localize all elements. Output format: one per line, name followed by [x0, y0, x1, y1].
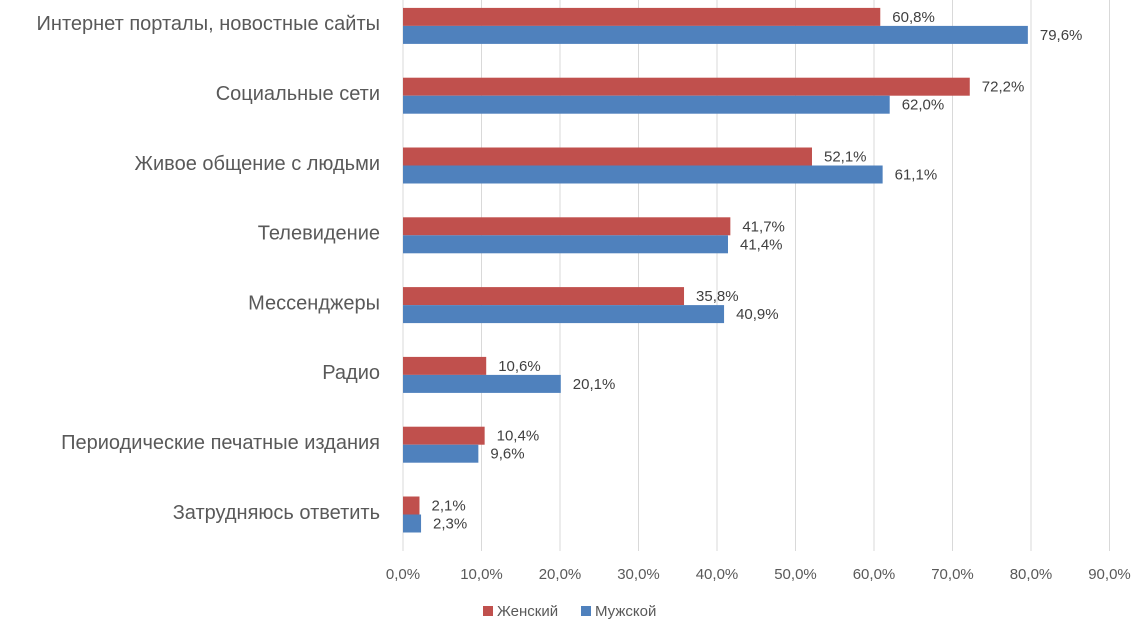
bar-male [403, 374, 561, 393]
data-label: 62,0% [902, 97, 945, 114]
x-tick-label: 60,0% [853, 566, 896, 583]
data-label: 41,7% [742, 218, 785, 235]
bar-male [403, 95, 890, 114]
legend-label: Мужской [595, 603, 656, 620]
bar-female [403, 356, 487, 375]
category-label: Затрудняюсь ответить [173, 502, 380, 524]
bar-male [403, 235, 728, 254]
x-tick-label: 20,0% [539, 566, 582, 583]
bar-male [403, 444, 479, 463]
data-label: 40,9% [736, 306, 779, 323]
x-tick-label: 0,0% [386, 566, 420, 583]
x-axis-tick-labels: 0,0% 10,0% 20,0% 30,0% 40,0% 50,0% 60,0% 70,0% 8… [386, 566, 1131, 583]
bars [403, 7, 1028, 533]
data-label: 2,3% [433, 515, 467, 532]
x-tick-label: 50,0% [774, 566, 817, 583]
bar-male [403, 305, 725, 324]
data-label: 20,1% [573, 376, 616, 393]
x-tick-label: 10,0% [460, 566, 503, 583]
legend-label: Женский [497, 603, 558, 620]
x-tick-label: 90,0% [1088, 566, 1131, 583]
data-label: 72,2% [982, 79, 1025, 96]
legend: Женский Мужской [483, 603, 656, 620]
x-tick-label: 80,0% [1010, 566, 1053, 583]
data-label: 60,8% [892, 9, 935, 26]
data-label: 52,1% [824, 148, 867, 165]
bar-male [403, 165, 883, 184]
category-label: Социальные сети [216, 83, 380, 105]
bar-male [403, 25, 1028, 44]
bar-female [403, 496, 420, 515]
bar-male [403, 514, 422, 533]
x-tick-label: 70,0% [931, 566, 974, 583]
category-label: Телевидение [258, 223, 380, 245]
bar-female [403, 217, 731, 236]
data-label: 10,6% [498, 358, 541, 375]
category-label: Периодические печатные издания [61, 432, 380, 454]
data-label: 10,4% [497, 428, 540, 445]
category-label: Радио [322, 362, 380, 384]
data-label: 9,6% [490, 446, 524, 463]
data-label: 2,1% [431, 497, 465, 514]
data-label: 41,4% [740, 236, 783, 253]
bar-female [403, 287, 685, 306]
legend-swatch [581, 606, 591, 616]
category-labels: Интернет порталы, новостные сайты Социаль… [37, 13, 380, 524]
data-label: 35,8% [696, 288, 739, 305]
data-label: 79,6% [1040, 27, 1083, 44]
category-label: Интернет порталы, новостные сайты [37, 13, 380, 35]
x-tick-label: 40,0% [696, 566, 739, 583]
x-tick-label: 30,0% [617, 566, 660, 583]
legend-swatch [483, 606, 493, 616]
data-label: 61,1% [895, 166, 938, 183]
bar-female [403, 147, 812, 166]
data-labels: 60,8% 79,6% 72,2% 62,0% 52,1% 61,1% 41,7%41,4%… [431, 9, 1082, 533]
category-label: Мессенджеры [248, 292, 380, 314]
bar-female [403, 426, 485, 445]
category-label: Живое общение с людьми [135, 153, 380, 175]
bar-female [403, 77, 970, 96]
bar-female [403, 7, 881, 26]
